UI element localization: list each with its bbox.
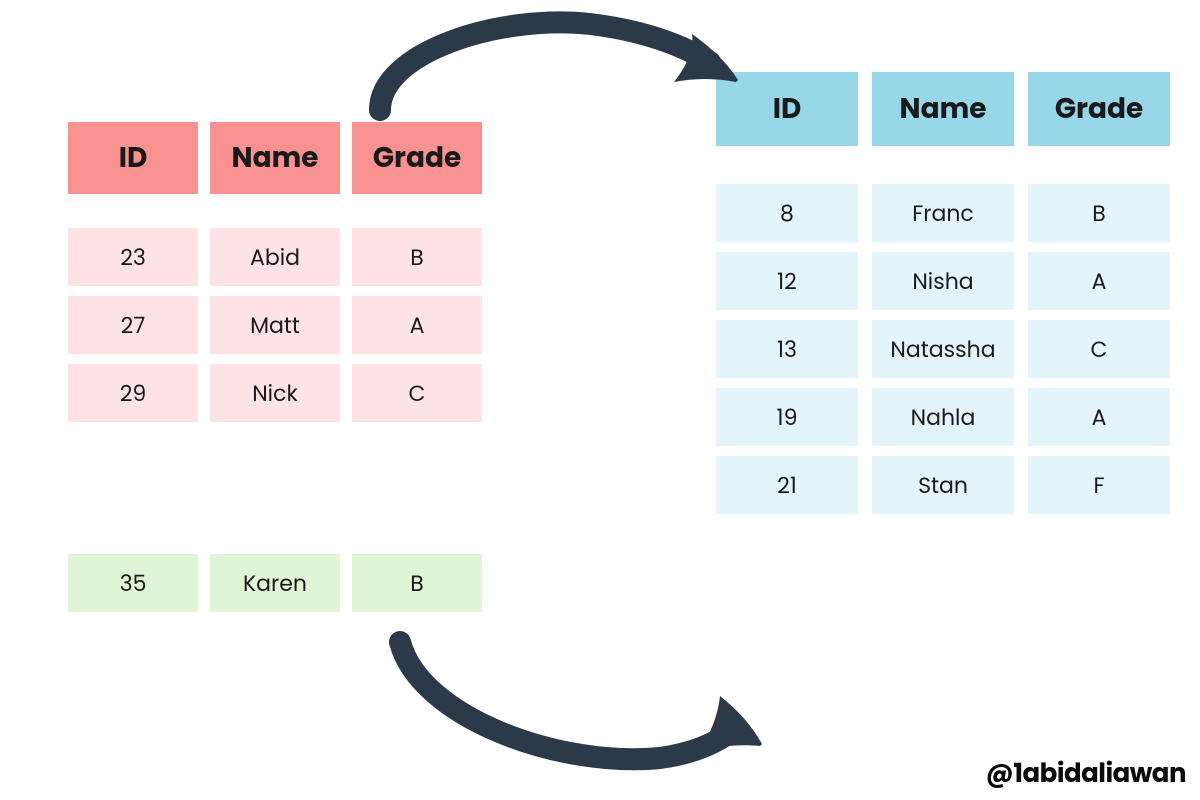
- table-cell: B: [352, 228, 482, 286]
- table-cell: Nick: [210, 364, 340, 422]
- table-cell: 8: [716, 184, 858, 242]
- left-table: ID Name Grade 23 Abid B 27 Matt A 29 Nic…: [68, 122, 482, 422]
- table-cell: 27: [68, 296, 198, 354]
- left-col-name: Name: [210, 122, 340, 194]
- table-cell: 35: [68, 554, 198, 612]
- right-col-name: Name: [872, 72, 1014, 146]
- table-cell: A: [352, 296, 482, 354]
- table-cell: Matt: [210, 296, 340, 354]
- table-cell: A: [1028, 388, 1170, 446]
- right-table: ID Name Grade 8 Franc B 12 Nisha A 13 Na…: [716, 72, 1170, 514]
- table-cell: C: [1028, 320, 1170, 378]
- extra-row: 35 Karen B: [68, 554, 482, 612]
- author-credit: @1abidaliawan: [986, 755, 1186, 794]
- left-col-grade: Grade: [352, 122, 482, 194]
- table-cell: Nahla: [872, 388, 1014, 446]
- left-header-gap: [68, 204, 482, 218]
- table-cell: B: [352, 554, 482, 612]
- table-cell: Franc: [872, 184, 1014, 242]
- table-cell: Karen: [210, 554, 340, 612]
- table-cell: Natassha: [872, 320, 1014, 378]
- table-cell: F: [1028, 456, 1170, 514]
- table-cell: Abid: [210, 228, 340, 286]
- table-cell: B: [1028, 184, 1170, 242]
- left-col-id: ID: [68, 122, 198, 194]
- arrow-top-icon: [340, 2, 760, 122]
- table-cell: 19: [716, 388, 858, 446]
- table-cell: 23: [68, 228, 198, 286]
- table-cell: 13: [716, 320, 858, 378]
- table-cell: Stan: [872, 456, 1014, 514]
- table-cell: 12: [716, 252, 858, 310]
- table-cell: Nisha: [872, 252, 1014, 310]
- table-cell: A: [1028, 252, 1170, 310]
- right-header-gap: [716, 156, 1170, 174]
- right-col-grade: Grade: [1028, 72, 1170, 146]
- arrow-bottom-icon: [360, 618, 780, 778]
- table-cell: 21: [716, 456, 858, 514]
- table-cell: 29: [68, 364, 198, 422]
- table-cell: C: [352, 364, 482, 422]
